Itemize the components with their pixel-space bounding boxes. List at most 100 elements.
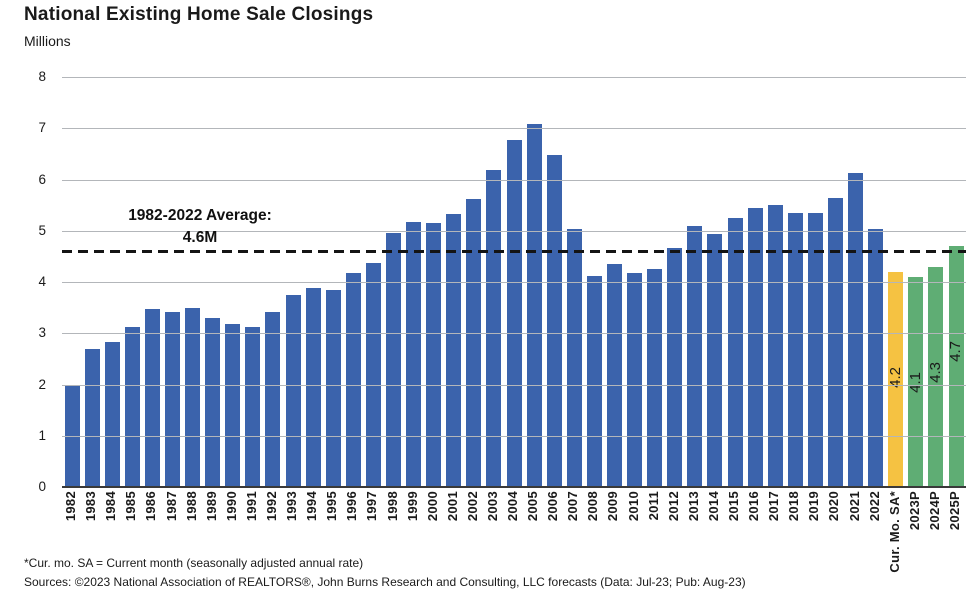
bar-2016: [747, 207, 763, 487]
x-tick-2019: 2019: [806, 491, 822, 522]
x-tick-1986: 1986: [143, 491, 159, 522]
bar-2010: [627, 272, 642, 487]
x-tick-2008: 2008: [585, 491, 601, 522]
bar-1985: [124, 326, 140, 487]
x-tick-2022: 2022: [866, 491, 882, 522]
bar-2024p: 4.3: [926, 266, 944, 487]
average-annotation-line1: 1982-2022 Average:: [128, 207, 272, 224]
bar-1993: [285, 294, 301, 487]
gridline-6: [62, 179, 966, 181]
x-tick-1996: 1996: [344, 491, 360, 522]
bar-1991: [245, 327, 261, 487]
x-tick-1994: 1994: [304, 491, 320, 522]
x-tick-2006: 2006: [545, 491, 561, 522]
bar-2011: [647, 268, 663, 487]
x-tick-1987: 1987: [163, 491, 179, 522]
x-tick-2023p: 2023P: [906, 491, 922, 531]
bar-1984: [104, 342, 120, 487]
x-tick-2015: 2015: [726, 491, 741, 522]
x-tick-2020: 2020: [826, 491, 842, 522]
x-tick-2003: 2003: [484, 491, 500, 522]
bar-2014: [707, 233, 723, 487]
x-tick-1993: 1993: [284, 491, 299, 522]
bar-2001: [446, 213, 462, 487]
bar-2023p: 4.1: [907, 276, 924, 487]
x-tick-cur-mo-sa: Cur. Mo. SA*: [886, 491, 902, 573]
x-tick-2004: 2004: [505, 491, 520, 522]
gridline-2: [62, 384, 966, 386]
bar-2025p: 4.7: [947, 246, 964, 487]
x-tick-1992: 1992: [263, 491, 279, 522]
y-tick-8: 8: [38, 69, 46, 84]
y-tick-5: 5: [38, 222, 46, 238]
footnote-sources: Sources: ©2023 National Association of R…: [24, 575, 746, 589]
y-tick-0: 0: [38, 479, 46, 494]
bar-2002: [466, 198, 482, 487]
bar-2008: [586, 276, 602, 487]
x-tick-1998: 1998: [384, 491, 400, 522]
x-tick-1985: 1985: [123, 491, 139, 522]
gridline-1: [62, 435, 966, 437]
y-tick-7: 7: [38, 120, 46, 136]
x-tick-2017: 2017: [766, 491, 782, 522]
x-axis-line: [62, 486, 966, 488]
bar-2003: [486, 170, 502, 487]
x-tick-2013: 2013: [685, 491, 701, 522]
footnote-definition: *Cur. mo. SA = Current month (seasonally…: [24, 556, 364, 570]
x-tick-2014: 2014: [705, 491, 721, 522]
gridline-7: [62, 128, 966, 130]
bar-1986: [144, 308, 160, 487]
x-tick-1989: 1989: [203, 491, 219, 522]
x-tick-1991: 1991: [243, 491, 259, 522]
bar-2004: [506, 139, 522, 487]
average-dashed-line: [62, 250, 966, 254]
gridline-4: [62, 282, 966, 283]
bar-1992: [265, 312, 281, 487]
average-annotation: 1982-2022 Average: 4.6M: [90, 205, 310, 249]
bar-1987: [165, 311, 180, 487]
y-tick-1: 1: [38, 427, 46, 443]
x-tick-2025p: 2025P: [947, 491, 962, 531]
x-tick-2011: 2011: [645, 491, 661, 521]
bar-2013: [687, 226, 703, 487]
bar-1996: [345, 273, 361, 487]
y-tick-2: 2: [38, 376, 46, 392]
bar-2019: [807, 213, 823, 487]
x-tick-1988: 1988: [183, 491, 199, 522]
plot-area: 4.2 4.1 4.3 4.7: [62, 77, 966, 488]
x-tick-1983: 1983: [83, 491, 99, 522]
bar-2021: [848, 173, 863, 487]
bar-value-label-2024p: 4.3: [926, 361, 944, 383]
bar-1989: [205, 317, 221, 487]
bar-1988: [185, 307, 201, 487]
chart-title: National Existing Home Sale Closings: [24, 4, 374, 25]
y-tick-6: 6: [38, 171, 46, 187]
x-tick-2001: 2001: [444, 491, 460, 522]
bar-2000: [426, 223, 442, 487]
y-tick-3: 3: [38, 325, 46, 341]
bar-2020: [827, 197, 843, 487]
x-tick-1990: 1990: [223, 491, 239, 522]
x-tick-1995: 1995: [324, 491, 340, 522]
x-tick-2002: 2002: [464, 491, 480, 522]
bar-2022: [868, 229, 884, 487]
x-tick-2018: 2018: [786, 491, 802, 522]
x-tick-2012: 2012: [665, 491, 681, 522]
bar-1990: [225, 324, 241, 487]
x-tick-2005: 2005: [525, 491, 541, 522]
bar-1983: [84, 348, 100, 487]
gridline-5: [62, 230, 966, 232]
bar-2005: [526, 124, 542, 487]
bar-1999: [406, 222, 422, 487]
x-tick-1982: 1982: [63, 491, 78, 522]
x-tick-1997: 1997: [364, 491, 380, 522]
average-annotation-line2: 4.6M: [182, 229, 218, 246]
x-tick-2024p: 2024P: [926, 491, 942, 531]
bar-cur-mo-sa: 4.2: [887, 271, 904, 487]
bar-1997: [365, 263, 381, 487]
x-tick-2000: 2000: [424, 491, 440, 522]
gridline-3: [62, 333, 966, 335]
bar-1994: [305, 287, 321, 487]
x-tick-1999: 1999: [404, 491, 420, 522]
